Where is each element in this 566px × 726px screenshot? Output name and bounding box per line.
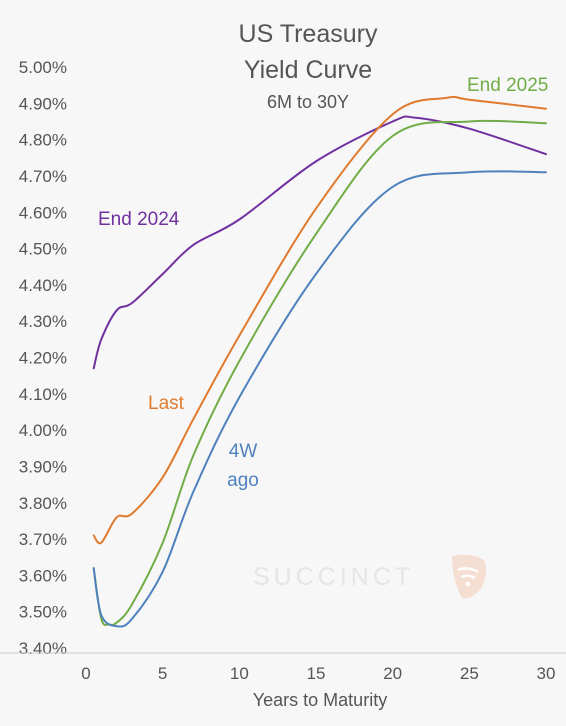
y-tick-label: 3.40% <box>19 639 67 658</box>
label-4w-ago-line-2: ago <box>227 470 259 491</box>
watermark-logo-icon <box>452 554 487 599</box>
y-axis-ticks: 3.40% 3.50% 3.60% 3.70% 3.80% 3.90% 4.00% 4.10%… <box>19 58 67 658</box>
x-tick-label: 25 <box>460 664 479 683</box>
y-tick-label: 4.10% <box>19 385 67 404</box>
y-tick-label: 4.00% <box>19 421 67 440</box>
y-tick-label: 3.60% <box>19 566 67 585</box>
label-end-2025: End 2025 <box>467 75 548 96</box>
y-tick-label: 4.80% <box>19 131 67 150</box>
y-tick-label: 5.00% <box>19 58 67 77</box>
y-tick-label: 3.80% <box>19 494 67 513</box>
x-tick-label: 30 <box>537 664 556 683</box>
chart-title-line-1: US Treasury <box>239 20 378 48</box>
y-tick-label: 4.20% <box>19 349 67 368</box>
y-tick-label: 4.70% <box>19 167 67 186</box>
x-tick-label: 15 <box>307 664 326 683</box>
y-tick-label: 3.50% <box>19 603 67 622</box>
y-tick-label: 4.50% <box>19 240 67 259</box>
y-tick-label: 4.90% <box>19 94 67 113</box>
watermark-text: SUCCINCT <box>253 563 414 591</box>
series-lines <box>92 95 547 628</box>
y-tick-label: 4.60% <box>19 203 67 222</box>
label-end-2024: End 2024 <box>98 209 180 230</box>
y-tick-label: 3.70% <box>19 530 67 549</box>
label-4w-ago-line-1: 4W <box>229 441 258 462</box>
x-axis-title: Years to Maturity <box>253 690 387 710</box>
x-tick-label: 5 <box>158 664 167 683</box>
series-line-end-2025 <box>92 119 547 626</box>
chart-subtitle: 6M to 30Y <box>267 92 349 112</box>
label-last: Last <box>148 393 185 414</box>
watermark: SUCCINCT <box>253 554 487 599</box>
y-tick-label: 4.40% <box>19 276 67 295</box>
y-tick-label: 3.90% <box>19 457 67 476</box>
series-line-4w-ago <box>92 170 547 628</box>
chart-title-line-2: Yield Curve <box>244 56 372 84</box>
x-tick-label: 10 <box>230 664 249 683</box>
x-axis-ticks: 0 5 10 15 20 25 30 <box>81 664 555 683</box>
x-tick-label: 0 <box>81 664 90 683</box>
y-tick-label: 4.30% <box>19 312 67 331</box>
series-line-last <box>92 95 547 545</box>
x-tick-label: 20 <box>383 664 402 683</box>
series-line-end-2024 <box>92 115 547 370</box>
